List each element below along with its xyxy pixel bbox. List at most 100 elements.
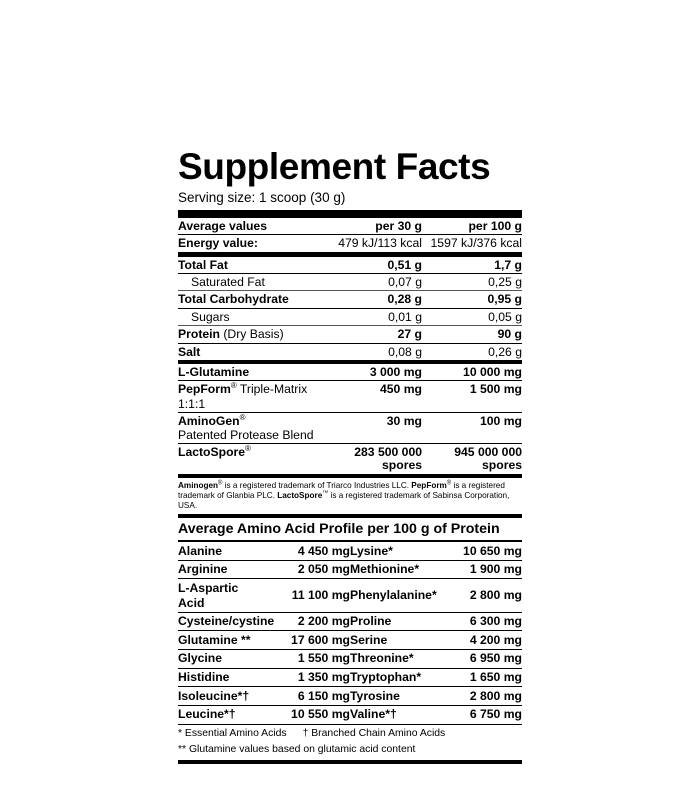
serving-size-text: Serving size: 1 scoop (30 g) [178,190,346,205]
row-value-per30: 30 mg [318,412,422,444]
row-value-per100: 0,95 g [422,290,522,309]
amino-name-right: Threonine* [350,649,442,669]
row-name-main: LactoSpore [178,444,246,459]
divider-amino-title-underline [178,540,522,543]
row-name: Energy value: [178,234,318,253]
trademark-pepform: PepForm [411,480,447,490]
amino-value-left: 1 350 mg [262,668,350,688]
nutrition-header-name: Average values [178,217,318,236]
table-row: Histidine 1 350 mg Tryptophan* 1 650 mg [178,668,522,688]
amino-name-left: Histidine [178,668,262,688]
row-name-main: PepForm [178,382,231,397]
footnote-bcaa: † Branched Chain Amino Acids [302,727,446,739]
row-value-per30: 27 g [318,325,422,344]
row-name-qualifier: (Dry Basis) [219,327,284,342]
amino-value-right: 2 800 mg [442,686,522,706]
row-value-per100: 0,05 g [422,308,522,327]
amino-value-left: 6 150 mg [262,686,350,706]
table-row: Saturated Fat 0,07 g 0,25 g [178,273,522,292]
registered-mark-icon: ® [239,413,246,423]
row-value-per30: 0,01 g [318,308,422,327]
amino-name-left: Isoleucine*† [178,686,262,706]
table-row: Glycine 1 550 mg Threonine* 6 950 mg [178,649,522,669]
divider-after-energy [178,252,522,257]
amino-value-right: 6 950 mg [442,649,522,669]
trademark-text-1: is a registered trademark of Triarco Ind… [222,480,412,490]
table-row: Glutamine ** 17 600 mg Serine 4 200 mg [178,630,522,650]
row-value-per30: 0,28 g [318,290,422,309]
amino-value-left: 4 450 mg [262,542,350,561]
row-value-per30-number: 283 500 000 [354,444,422,459]
row-name: Sugars [178,308,318,327]
row-name: L-Glutamine [178,363,318,382]
table-row: Sugars 0,01 g 0,05 g [178,308,522,327]
footnote-essential: * Essential Amino Acids [178,727,287,739]
amino-value-right: 6 750 mg [442,705,522,725]
amino-value-left: 2 200 mg [262,612,350,632]
amino-acid-table: Alanine 4 450 mg Lysine* 10 650 mg Argin… [178,542,522,725]
row-value-per30-unit: spores [382,458,422,473]
amino-value-left: 2 050 mg [262,560,350,580]
amino-name-right: Valine*† [350,705,442,725]
row-name-qualifier: Triple-Matrix 1:1:1 [178,382,308,411]
row-name: Saturated Fat [178,273,318,292]
footnote-essential-bcaa: * Essential Amino Acids † Branched Chain … [178,725,522,741]
table-row: Total Carbohydrate 0,28 g 0,95 g [178,290,522,309]
trademark-note: Aminogen® is a registered trademark of T… [178,478,522,514]
row-value-per100: 90 g [422,325,522,344]
registered-mark-icon: ® [245,443,251,453]
row-value-per30: 450 mg [318,380,422,414]
row-value-per100: 1,7 g [422,256,522,275]
nutrition-header-row: Average values per 30 g per 100 g [178,217,522,236]
table-row: Energy value: 479 kJ/113 kcal 1597 kJ/37… [178,234,522,253]
footnote-glutamine: ** Glutamine values based on glutamic ac… [178,743,416,755]
amino-value-right: 2 800 mg [442,578,522,613]
row-name-main: Protein [178,327,220,342]
table-row: Protein (Dry Basis) 27 g 90 g [178,325,522,344]
nutrition-header-col1: per 30 g [318,217,422,236]
amino-name-left: Cysteine/cystine [178,612,274,632]
page-title: Supplement Facts [178,146,491,187]
row-value-per100-number: 945 000 000 [454,444,522,459]
table-row: L-Glutamine 3 000 mg 10 000 mg [178,363,522,382]
table-row: L-Aspartic Acid 11 100 mg Phenylalanine*… [178,578,522,613]
table-row: Isoleucine*† 6 150 mg Tyrosine 2 800 mg [178,686,522,706]
amino-value-right: 10 650 mg [442,542,522,561]
amino-name-right: Lysine* [350,542,442,561]
trademark-text-3: is a registered trademark of Sabinsa Cor… [178,490,510,510]
amino-value-left: 10 550 mg [262,705,350,725]
row-value-per30: 479 kJ/113 kcal [318,234,422,253]
row-value-per100: 100 mg [422,412,522,444]
supplement-facts-label: Supplement Facts Serving size: 1 scoop (… [178,148,522,764]
amino-value-left: 17 600 mg [262,630,350,650]
table-row: Alanine 4 450 mg Lysine* 10 650 mg [178,542,522,561]
row-name: Total Fat [178,256,318,275]
table-row: LactoSpore® 283 500 000 spores 945 000 00… [178,443,522,473]
amino-name-left: L-Aspartic Acid [178,578,262,613]
table-row: AminoGen® Patented Protease Blend 30 mg 1… [178,412,522,444]
divider-bottom [178,759,522,764]
amino-name-left: Glycine [178,649,262,669]
macronutrient-table: Total Fat 0,51 g 1,7 g Saturated Fat 0,0… [178,256,522,360]
row-value-per30: 283 500 000 spores [318,443,422,473]
amino-value-right: 1 900 mg [442,560,522,580]
amino-value-left: 1 550 mg [262,649,350,669]
table-row: Arginine 2 050 mg Methionine* 1 900 mg [178,560,522,580]
trademark-text-2: is a registered trademark of Glanbia PLC… [178,480,505,500]
amino-acid-section-title: Average Amino Acid Profile per 100 g of … [178,520,500,537]
amino-name-right: Methionine* [350,560,442,580]
divider-top-thick [178,209,522,218]
amino-value-right: 6 300 mg [442,612,522,632]
row-name: Salt [178,344,201,359]
table-row: PepForm® Triple-Matrix 1:1:1 450 mg 1 50… [178,380,522,414]
row-value-per100-unit: spores [482,458,522,473]
ingredient-table: L-Glutamine 3 000 mg 10 000 mg PepForm® … [178,363,522,474]
amino-name-left: Alanine [178,542,262,561]
row-value-per100: 945 000 000 spores [422,443,522,473]
row-value-per100: 0,25 g [422,273,522,292]
row-value-per30: 0,08 g [388,344,422,359]
row-value-per30: 0,51 g [318,256,422,275]
table-row: Leucine*† 10 550 mg Valine*† 6 750 mg [178,705,522,725]
amino-name-left: Arginine [178,560,262,580]
amino-name-left: Glutamine ** [178,630,262,650]
